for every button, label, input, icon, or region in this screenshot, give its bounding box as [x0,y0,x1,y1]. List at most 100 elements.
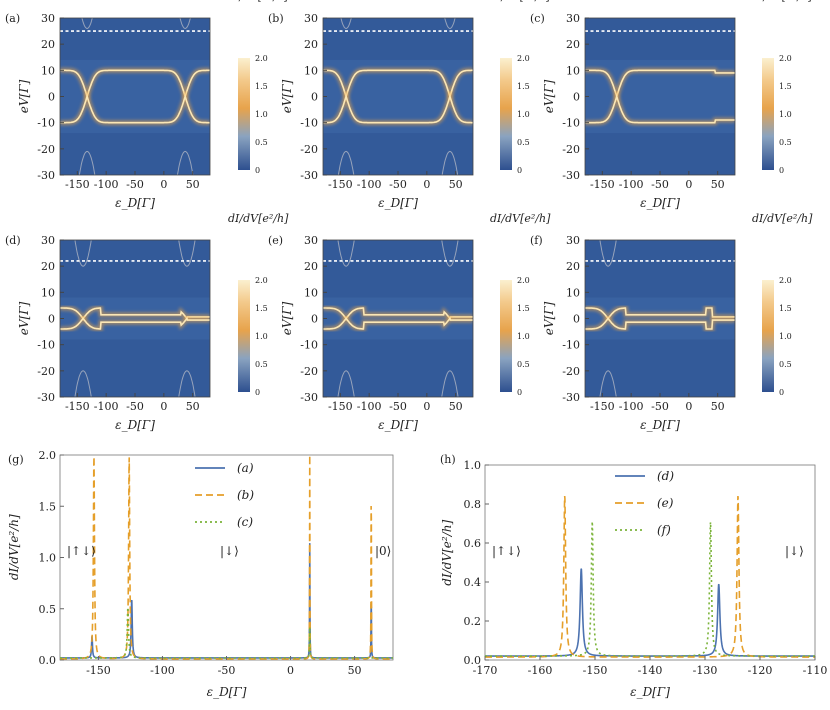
colorbar-tick-label: 1.0 [255,110,268,119]
colorbar [500,280,512,392]
colorbar-tick-label: 2.0 [779,276,792,285]
x-tick-label: -110 [803,664,828,677]
y-tick-label: 1.5 [39,500,57,513]
y-axis-label: eV[Γ] [542,301,556,335]
x-tick-label: -100 [94,400,119,413]
x-tick-label: 50 [711,178,725,191]
x-tick-label: -100 [357,400,382,413]
y-tick-label: 1.0 [464,459,482,472]
x-axis-label: ε_D[Γ] [378,196,418,210]
legend-label: (d) [657,469,674,483]
colorbar-tick-label: 0.5 [779,138,792,147]
x-tick-label: -50 [126,400,144,413]
x-tick-label: 0 [423,400,430,413]
band-line [60,316,210,330]
panel-label: (g) [8,453,24,466]
x-tick-label: -100 [619,178,644,191]
band-line [323,316,473,330]
y-tick-label: -20 [37,365,55,378]
y-tick-label: -20 [300,365,318,378]
y-tick-label: 0.5 [39,603,57,616]
y-tick-label: -10 [562,339,580,352]
x-tick-label: -50 [389,400,407,413]
side-band [179,18,191,30]
y-tick-label: 0.6 [464,537,482,550]
heatmap-panel-d: -150 -100 -50 0 50-30-20-100102030ε_D[Γ]eV[Γ… [5,234,211,432]
side-band [337,240,355,267]
heatmap-panel-a: -150 -100 -50 0 50-30-20-100102030ε_D[Γ]eV[Γ… [5,12,211,210]
colorbar-tick-label: 0 [255,388,260,397]
colorbar-tick-label: 0 [779,166,784,175]
side-band [176,150,194,175]
series-line-c [60,607,393,659]
y-tick-label: -30 [562,169,580,182]
line-panel-g: (a) (b) (c) -150 -100 -50 0 50 0.0 0.5 1.0 1.5 2.0 |↑… [7,449,394,699]
series-line-a [60,543,393,659]
x-tick-label: 0 [423,178,430,191]
colorbar-title: dI/dV[e²/h] [752,0,813,3]
side-band [74,240,92,267]
x-tick-label: -100 [619,400,644,413]
x-tick-label: -170 [473,664,498,677]
y-tick-label: 20 [304,38,318,51]
y-tick-label: -30 [300,169,318,182]
y-tick-label: 20 [566,38,580,51]
heatmap-panel-b: -150 -100 -50 0 50-30-20-100102030ε_D[Γ]eV[Γ… [268,12,474,210]
y-tick-label: 10 [566,286,580,299]
x-tick-label: 0 [160,400,167,413]
x-tick-label: -140 [638,664,663,677]
x-axis-label: ε_D[Γ] [640,196,680,210]
y-axis-label: dI/dV[e²/h] [440,520,454,586]
y-axis-label: eV[Γ] [542,79,556,113]
colorbar-tick-label: 2.0 [779,54,792,63]
y-tick-label: 20 [566,260,580,273]
y-tick-label: -10 [37,339,55,352]
heatmap-content [585,240,735,397]
legend-label: (b) [237,488,254,502]
x-tick-label: -150 [86,664,111,677]
x-tick-label: 50 [348,664,362,677]
heatmap-panel-e: -150 -100 -50 0 50-30-20-100102030ε_D[Γ]eV[Γ… [268,234,474,432]
panel-label: (e) [268,234,283,247]
side-band [78,150,96,175]
y-tick-label: -20 [300,143,318,156]
colorbar-tick-label: 1.0 [255,332,268,341]
panel-label: (a) [5,12,20,25]
heatmap-content [60,18,210,175]
y-axis-label: eV[Γ] [17,79,31,113]
x-tick-label: -150 [583,664,608,677]
colorbar-tick-label: 0 [517,166,522,175]
side-band [599,370,617,397]
side-band [74,370,92,397]
colorbar-title: dI/dV[e²/h] [752,212,813,225]
heatmap-content [60,240,210,397]
series-line-d [485,568,815,657]
y-tick-label: 10 [41,64,55,77]
y-tick-label: 30 [566,234,580,247]
colorbar-tick-label: 1.5 [517,304,530,313]
x-axis-label: ε_D[Γ] [630,685,670,699]
x-tick-label: 50 [186,178,200,191]
x-tick-label: -100 [94,178,119,191]
x-tick-label: -160 [528,664,553,677]
x-axis-label: ε_D[Γ] [115,196,155,210]
x-tick-label: -100 [150,664,175,677]
y-tick-label: 2.0 [39,449,57,462]
panel-label: (h) [440,453,456,466]
colorbar-tick-label: 1.5 [255,304,268,313]
side-band [599,240,617,267]
state-annotation: |↑↓⟩ [67,544,96,558]
side-band [81,18,93,30]
panel-label: (d) [5,234,21,247]
x-tick-label: 0 [685,400,692,413]
colorbar-tick-label: 1.5 [779,82,792,91]
heatmap-panel-c: -150 -100 -50 0 50-30-20-100102030ε_D[Γ]eV[Γ… [530,12,736,210]
colorbar-tick-label: 1.0 [517,110,530,119]
y-tick-label: 10 [304,64,318,77]
colorbar [762,280,774,392]
x-tick-label: 0 [160,178,167,191]
heatmap-content [323,240,473,397]
colorbar-title: dI/dV[e²/h] [228,0,289,3]
y-tick-label: 10 [41,286,55,299]
